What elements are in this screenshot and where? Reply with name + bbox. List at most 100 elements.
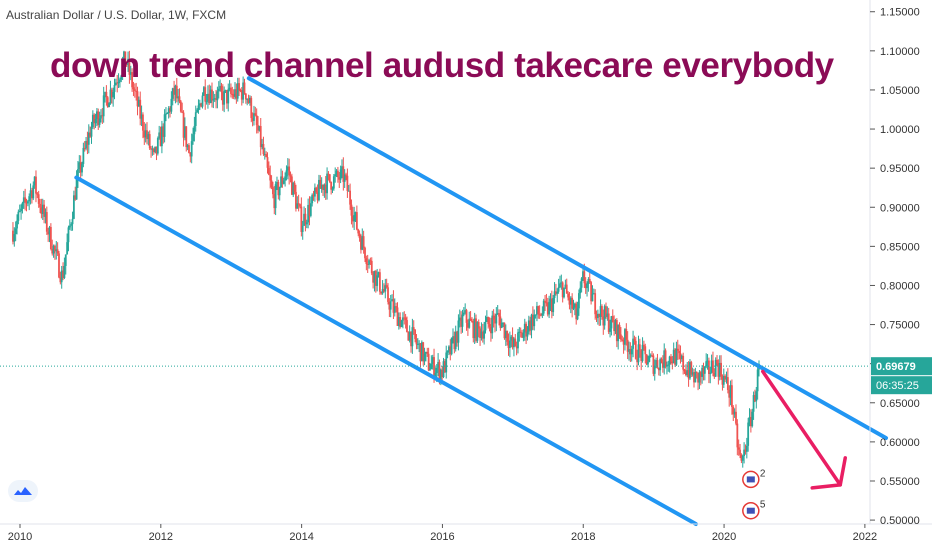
- candle-body: [362, 236, 365, 248]
- candle-body: [587, 279, 590, 284]
- candle-body: [374, 270, 377, 286]
- candle-body: [588, 279, 591, 283]
- candle-body: [487, 317, 490, 325]
- candle-body: [568, 297, 571, 305]
- candle-body: [286, 166, 289, 171]
- candle-body: [104, 91, 106, 96]
- candle-body: [615, 320, 618, 342]
- candle-body: [47, 231, 50, 235]
- candle-body: [410, 331, 412, 347]
- candle-body: [105, 91, 108, 98]
- candle-body: [224, 90, 227, 92]
- candle-body: [162, 126, 165, 137]
- candle-body: [85, 140, 87, 149]
- candle-body: [610, 316, 613, 329]
- price-axis[interactable]: 1.15000 1.10000 1.05000 1.00000 0.95000 0.900…: [870, 7, 920, 527]
- candle-body: [471, 320, 473, 322]
- candle-body: [697, 372, 699, 383]
- candle-body: [137, 99, 140, 107]
- tradingview-logo-icon[interactable]: [8, 480, 38, 502]
- candle-body: [714, 359, 717, 377]
- candle-body: [128, 58, 131, 75]
- time-axis[interactable]: 2010 2012 2014 2016 2018 2020 2022: [8, 524, 877, 543]
- candle-body: [96, 111, 98, 120]
- y-tick-label: 1.05000: [880, 85, 920, 97]
- candle-body: [250, 97, 253, 119]
- candle-body: [204, 87, 207, 102]
- candle-body: [266, 157, 269, 168]
- candle-body: [552, 297, 555, 313]
- candle-body: [452, 336, 454, 338]
- candle-body: [240, 90, 243, 100]
- bar-countdown: 06:35:25: [876, 380, 919, 392]
- candle-body: [216, 91, 219, 101]
- candle-body: [143, 130, 146, 138]
- candle-body: [419, 343, 422, 362]
- candle-body: [48, 226, 51, 235]
- candle-body: [12, 230, 14, 242]
- candle-body: [190, 141, 193, 157]
- candle-body: [636, 358, 639, 363]
- candle-body: [350, 204, 353, 216]
- candle-body: [400, 320, 403, 327]
- candle-body: [167, 108, 170, 114]
- candle-body: [25, 201, 28, 204]
- candle-body: [591, 293, 594, 302]
- candle-body: [737, 447, 740, 450]
- channel-line[interactable]: [74, 175, 698, 526]
- candle-body: [645, 354, 648, 365]
- candle-body: [372, 273, 375, 283]
- candle-body: [21, 202, 24, 209]
- candle-body: [192, 134, 194, 142]
- candle-body: [20, 208, 22, 212]
- channel-line[interactable]: [246, 76, 888, 440]
- candle-body: [37, 194, 40, 204]
- candle-body: [657, 367, 660, 371]
- candle-body: [439, 369, 442, 380]
- candle-body: [270, 180, 273, 188]
- candle-body: [526, 331, 529, 337]
- candle-body: [480, 331, 483, 339]
- candle-body: [297, 203, 300, 205]
- candle-body: [178, 96, 181, 102]
- candle-body: [265, 154, 268, 158]
- candle-body: [345, 174, 347, 176]
- candle-body: [213, 98, 216, 100]
- candle-body: [699, 372, 702, 377]
- candle-body: [582, 271, 584, 279]
- candle-body: [393, 306, 396, 313]
- candle-body: [194, 112, 197, 126]
- candle-body: [313, 187, 316, 197]
- candle-body: [242, 82, 245, 100]
- candle-body: [683, 369, 686, 372]
- candle-body: [422, 342, 425, 362]
- candle-body: [129, 72, 132, 75]
- candle-body: [165, 113, 167, 115]
- candle-body: [75, 178, 78, 200]
- candle-body: [494, 319, 496, 324]
- candle-body: [45, 212, 48, 232]
- arrow-shaft[interactable]: [761, 369, 842, 487]
- candle-body: [140, 114, 143, 119]
- candle-body: [179, 101, 182, 112]
- candle-body: [182, 112, 185, 138]
- candle-body: [671, 361, 674, 364]
- candle-body: [288, 166, 291, 176]
- arrow-head[interactable]: [810, 456, 847, 490]
- candle-body: [537, 306, 540, 315]
- chart-annotation-text[interactable]: down trend channel audusd takecare every…: [50, 46, 834, 85]
- candle-body: [215, 98, 217, 101]
- candle-body: [181, 111, 184, 113]
- candle-body: [89, 132, 92, 137]
- candle-body: [112, 91, 115, 98]
- candle-body: [633, 338, 636, 341]
- candle-body: [323, 184, 326, 191]
- candle-body: [602, 316, 605, 326]
- candle-body: [380, 291, 383, 294]
- candle-body: [159, 132, 162, 147]
- candle-body: [311, 194, 314, 204]
- candle-body: [533, 314, 536, 327]
- x-tick-label: 2022: [853, 531, 877, 543]
- candle-body: [246, 98, 249, 100]
